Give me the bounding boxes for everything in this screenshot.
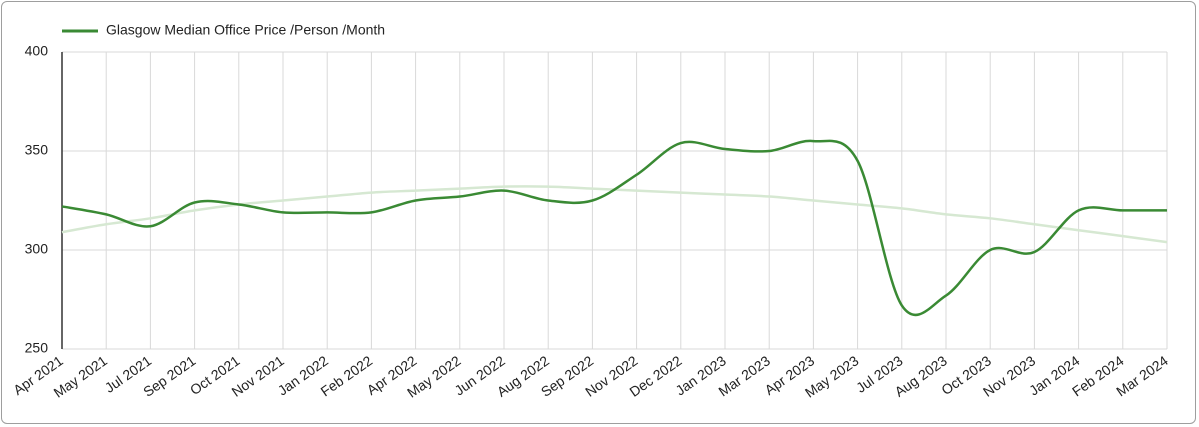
legend-label: Glasgow Median Office Price /Person /Mon…	[106, 22, 385, 38]
trendline	[61, 185, 1168, 244]
y-tick-label: 400	[25, 43, 49, 59]
y-tick-label: 250	[25, 340, 49, 356]
y-tick-label: 350	[25, 142, 49, 158]
y-tick-label: 300	[25, 241, 49, 257]
data-line	[61, 139, 1167, 317]
